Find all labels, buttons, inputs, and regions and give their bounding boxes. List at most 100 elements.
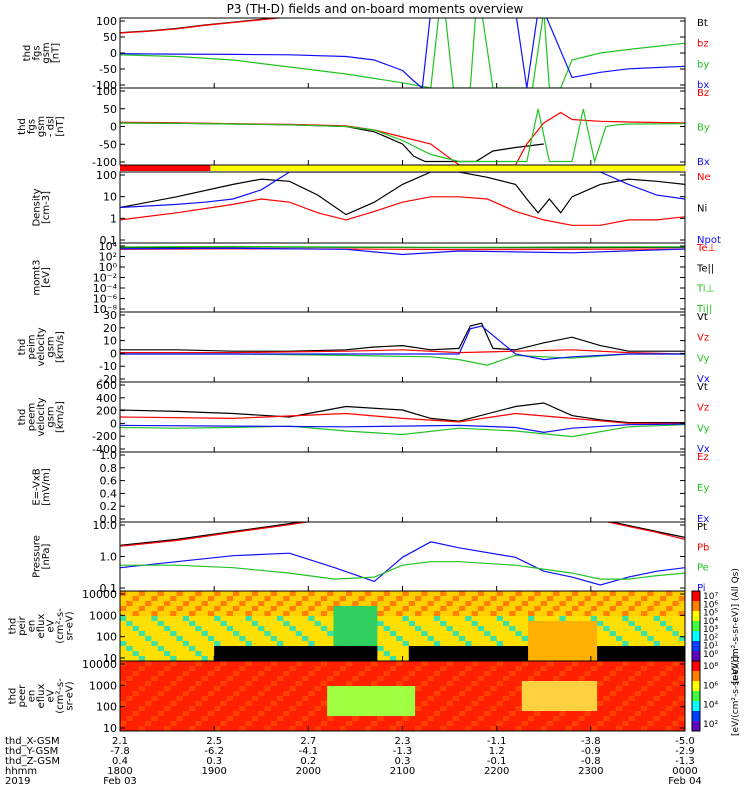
heatmap-cell (659, 661, 667, 667)
heatmap-cell (170, 591, 177, 597)
series-line-By (120, 108, 685, 164)
y-label-line: eV (46, 619, 57, 632)
heatmap-cell (628, 686, 636, 692)
heatmap-cell (484, 616, 491, 622)
heatmap-cell (471, 721, 479, 727)
heatmap-cell (415, 686, 422, 692)
heatmap-cell (584, 681, 592, 687)
heatmap-cell (446, 701, 454, 707)
heatmap-cell (653, 671, 661, 677)
heatmap-cell (239, 626, 247, 632)
colorbar-tick-label: 10⁶ (703, 600, 718, 610)
heatmap-cell (528, 706, 535, 712)
y-tick-label: 1000 (89, 679, 117, 692)
colorbar-swatch (692, 681, 700, 692)
heatmap-cell (157, 661, 165, 667)
heatmap-cell (339, 631, 347, 637)
heatmap-cell (452, 601, 460, 607)
heatmap-cell (145, 651, 152, 657)
x-tick-label: -0.1 (487, 756, 507, 767)
y-ticks: 10.01.00.1 (93, 519, 685, 595)
heatmap-cell (452, 636, 460, 642)
heatmap-cell (421, 611, 429, 617)
heatmap-cell (377, 716, 385, 722)
heatmap-cell (283, 696, 290, 702)
heatmap-cell (239, 691, 247, 697)
heatmap-cell (289, 691, 297, 697)
heatmap-cell (358, 596, 366, 602)
heatmap-cell (226, 671, 234, 677)
heatmap-cell (440, 691, 447, 697)
heatmap-cell (603, 616, 611, 622)
legend-entry: Vx (697, 444, 710, 455)
colorbar-tick-label: 10⁵ (703, 609, 718, 619)
heatmap-cell (132, 726, 140, 731)
heatmap-cell (207, 671, 215, 677)
heatmap-cell (477, 706, 485, 712)
heatmap-cell (120, 721, 127, 727)
y-label-line: thd (17, 118, 28, 135)
heatmap-cell (151, 666, 159, 672)
colorbar-swatch (692, 601, 700, 612)
heatmap-cell (402, 656, 410, 661)
heatmap-cell (220, 591, 228, 597)
heatmap-cell (452, 646, 460, 652)
heatmap-cell (283, 711, 290, 717)
heatmap-cell (163, 701, 171, 707)
heatmap-cell (528, 616, 535, 622)
heatmap-cell (396, 671, 403, 677)
heatmap-cell (214, 671, 221, 677)
heatmap-cell (283, 661, 290, 667)
heatmap-cell (283, 691, 290, 697)
heatmap-cell (440, 616, 447, 622)
heatmap-cell (509, 651, 516, 657)
heatmap-cell (245, 691, 253, 697)
heatmap-cell (641, 691, 648, 697)
heatmap-cell (572, 716, 579, 722)
x-tick-label: 2.3 (395, 736, 411, 747)
legend-entry: Ex (697, 514, 709, 525)
heatmap-cell (459, 591, 466, 597)
heatmap-cell (145, 671, 152, 677)
heatmap-cell (358, 616, 366, 622)
heatmap-cell (295, 721, 303, 727)
heatmap-cell (408, 716, 416, 722)
heatmap-cell (339, 621, 347, 627)
heatmap-cell (546, 681, 554, 687)
heatmap-cell (672, 651, 680, 657)
heatmap-cell (389, 676, 397, 682)
heatmap-cell (283, 606, 290, 612)
heatmap-cell (477, 651, 485, 657)
heatmap-cell (509, 666, 516, 672)
heatmap-cell (628, 661, 636, 667)
heatmap-cell (396, 631, 403, 637)
heatmap-cell (170, 696, 177, 702)
heatmap-cell (207, 641, 215, 647)
heatmap-cell (490, 671, 498, 677)
heatmap-cell (597, 691, 604, 697)
heatmap-cell (415, 621, 422, 627)
heatmap-cell (377, 711, 385, 717)
heatmap-cell (258, 606, 265, 612)
heatmap-cell (597, 721, 604, 727)
heatmap-cell (170, 646, 177, 652)
heatmap-cell (408, 661, 416, 667)
heatmap-cell (352, 671, 360, 677)
y-tick-label: 0.0 (100, 513, 118, 526)
heatmap-cell (320, 636, 328, 642)
heatmap-cell (603, 681, 611, 687)
heatmap-cell (446, 676, 454, 682)
heatmap-cell (546, 611, 554, 617)
heatmap-cell (214, 661, 221, 667)
heatmap-cell (270, 706, 278, 712)
heatmap-cell (308, 671, 316, 677)
heatmap-cell (647, 596, 655, 602)
heatmap-cell (477, 701, 485, 707)
heatmap-cell (559, 671, 567, 677)
heatmap-cell (157, 701, 165, 707)
heatmap-cell (289, 621, 297, 627)
heatmap-cell (597, 591, 604, 597)
